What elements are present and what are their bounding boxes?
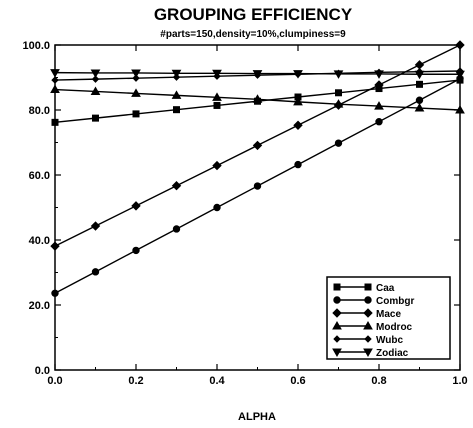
legend-label: Mace (376, 309, 401, 320)
data-point-modroc (171, 90, 182, 99)
series-zodiac (50, 69, 465, 80)
legend-marker (363, 320, 373, 330)
data-point-modroc (374, 101, 384, 110)
legend-label: Zodiac (376, 348, 409, 359)
data-point-mace (252, 140, 263, 151)
data-point-caa (173, 106, 180, 114)
data-point-modroc (90, 86, 101, 95)
data-point-mace (374, 80, 384, 90)
data-point-zodiac (252, 70, 263, 79)
data-point-combgr (415, 96, 424, 104)
data-point-mace (293, 120, 303, 130)
data-point-wubc (91, 75, 100, 83)
legend-marker (333, 296, 341, 304)
y-axis-ticks: 0.0 20.0 40.0 60.0 80.0 100.0 (22, 40, 460, 377)
data-point-combgr (91, 268, 100, 276)
x-tick-label: 0.6 (290, 375, 305, 387)
data-point-zodiac (414, 70, 425, 80)
legend: Caa Combgr Mace Modroc Wubc Zodiac (326, 276, 451, 360)
data-point-mace (414, 60, 425, 70)
legend-marker (333, 335, 341, 343)
y-tick-label: 100.0 (22, 40, 50, 52)
x-axis-ticks: 0.0 0.2 0.4 0.6 0.8 1.0 (47, 45, 468, 387)
x-tick-label: 0.0 (47, 375, 62, 387)
legend-marker (363, 348, 373, 358)
data-point-zodiac (171, 69, 182, 79)
x-tick-label: 0.8 (371, 375, 386, 387)
legend-marker (332, 348, 342, 358)
x-tick-label: 1.0 (452, 375, 467, 387)
data-point-combgr (132, 246, 140, 255)
series-mace (50, 40, 465, 251)
chart-subtitle: #parts=150,density=10%,clumpiness=9 (160, 29, 346, 40)
data-point-combgr (375, 118, 383, 126)
data-point-zodiac (455, 70, 465, 80)
data-point-modroc (333, 99, 344, 108)
data-point-zodiac (293, 70, 303, 79)
data-point-wubc (132, 74, 140, 82)
data-point-combgr (334, 139, 343, 147)
legend-marker (364, 335, 372, 343)
x-axis-label: ALPHA (238, 411, 276, 423)
data-point-combgr (253, 182, 262, 190)
data-point-zodiac (50, 69, 60, 78)
data-point-wubc (51, 76, 59, 84)
data-point-caa (213, 101, 221, 109)
data-point-caa (335, 89, 342, 97)
data-point-modroc (212, 92, 222, 101)
data-point-combgr (51, 289, 59, 297)
data-point-caa (132, 110, 140, 118)
legend-label: Caa (376, 283, 395, 294)
legend-marker (332, 320, 342, 330)
data-point-caa (51, 118, 59, 126)
series-modroc (50, 84, 465, 114)
data-point-mace (90, 221, 101, 231)
x-tick-label: 0.2 (128, 375, 143, 387)
legend-marker (363, 308, 373, 318)
x-tick-label: 0.4 (209, 375, 225, 387)
data-point-modroc (252, 94, 263, 103)
data-point-combgr (294, 160, 302, 169)
data-point-zodiac (333, 70, 344, 79)
data-point-zodiac (131, 69, 141, 78)
data-point-mace (50, 241, 60, 251)
series-combgr (51, 75, 464, 297)
data-point-mace (212, 160, 222, 171)
data-point-modroc (131, 88, 141, 97)
data-point-mace (171, 181, 182, 191)
legend-label: Modroc (376, 322, 413, 333)
data-point-modroc (293, 96, 303, 106)
legend-marker (364, 296, 372, 304)
data-point-combgr (213, 203, 221, 212)
data-point-caa (416, 80, 423, 88)
legend-marker (364, 283, 372, 291)
chart-title: GROUPING EFFICIENCY (154, 5, 353, 24)
y-tick-label: 60.0 (29, 170, 50, 182)
data-point-modroc (455, 104, 465, 114)
data-point-combgr (172, 225, 181, 233)
data-point-zodiac (374, 70, 384, 79)
legend-marker (332, 308, 342, 318)
y-tick-label: 40.0 (29, 235, 50, 247)
data-point-mace (131, 201, 141, 211)
data-point-modroc (414, 103, 425, 112)
legend-label: Wubc (376, 335, 403, 346)
legend-label: Combgr (376, 296, 414, 307)
legend-box (326, 276, 451, 360)
legend-marker (333, 283, 341, 291)
y-tick-label: 0.0 (35, 365, 50, 377)
data-point-zodiac (212, 69, 222, 79)
data-point-modroc (50, 84, 60, 94)
data-point-zodiac (90, 69, 101, 78)
data-point-mace (455, 40, 465, 50)
y-tick-label: 80.0 (29, 105, 50, 117)
y-tick-label: 20.0 (29, 300, 50, 312)
data-point-caa (92, 114, 99, 122)
series-layer (50, 40, 465, 297)
